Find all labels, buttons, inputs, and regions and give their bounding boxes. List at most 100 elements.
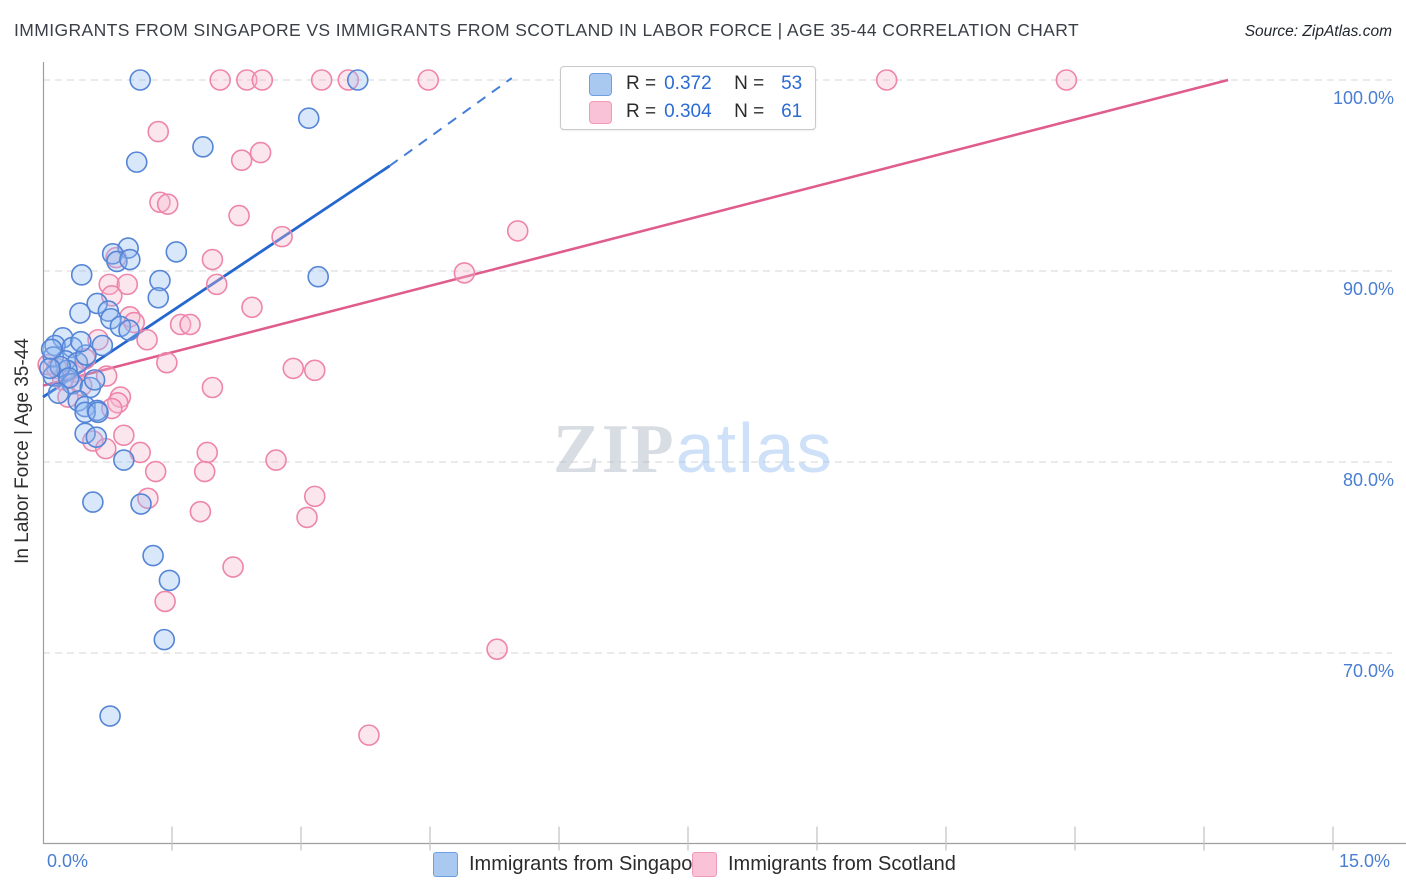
scatter-point-singapore [58, 367, 80, 389]
scatter-point-scotland [265, 449, 287, 471]
scatter-point-singapore [147, 286, 170, 309]
scatter-point-scotland [875, 69, 898, 91]
n-value: 53 [781, 73, 803, 94]
scatter-point-scotland [358, 724, 380, 746]
singapore-trend-line-extension [388, 77, 513, 167]
r-value: 0.372 [664, 73, 712, 94]
scatter-point-scotland [271, 225, 293, 248]
scatter-point-scotland [296, 506, 318, 529]
scatter-point-singapore [70, 330, 92, 353]
scatter-point-singapore [99, 705, 121, 727]
legend-item-singapore: Immigrants from Singapore [433, 851, 710, 878]
n-value: 61 [781, 101, 803, 122]
scatter-point-scotland [136, 328, 158, 351]
scatter-point-scotland [193, 460, 216, 483]
scatter-point-singapore [125, 151, 148, 173]
scatter-point-scotland [95, 365, 118, 387]
r-value: 0.304 [664, 101, 712, 122]
scatter-point-scotland [310, 69, 333, 91]
scatter-point-singapore [192, 136, 214, 158]
scatter-point-scotland [154, 590, 176, 613]
scotland-swatch-icon [589, 100, 612, 124]
singapore-swatch-icon [589, 72, 612, 96]
scatter-point-singapore [75, 344, 97, 366]
scotland-trend-line [42, 78, 1229, 387]
scatter-point-scotland [241, 296, 263, 319]
scatter-point-singapore [142, 544, 164, 567]
scatter-point-scotland [205, 273, 228, 296]
scatter-point-scotland [251, 69, 274, 91]
scatter-point-scotland [201, 376, 224, 399]
scatter-point-singapore [67, 390, 90, 412]
scatter-point-scotland [228, 204, 250, 227]
scatter-point-scotland [417, 69, 440, 91]
scatter-point-scotland [189, 500, 212, 523]
scatter-point-scotland [82, 430, 104, 452]
scatter-point-scotland [147, 120, 170, 143]
r-label: R = [626, 73, 657, 94]
scatter-point-scotland [116, 273, 139, 296]
scatter-point-singapore [82, 491, 104, 513]
scatter-point-scotland [1055, 69, 1078, 91]
y-axis-title: In Labor Force | Age 35-44 [12, 338, 33, 564]
scatter-point-singapore [346, 69, 369, 91]
scatter-point-singapore [153, 628, 176, 651]
scatter-point-singapore [39, 357, 61, 380]
singapore-trend-line [42, 164, 391, 399]
legend-row-singapore: R = 0.372 N = 53 [589, 72, 815, 96]
scatter-point-singapore [70, 264, 93, 286]
scatter-point-singapore [118, 319, 140, 342]
scatter-point-singapore [113, 449, 135, 471]
legend-item-scotland: Immigrants from Scotland [692, 851, 956, 878]
scatter-point-scotland [230, 149, 253, 172]
y-axis-tick-label: 70.0% [1342, 661, 1394, 681]
scatter-point-scotland [137, 487, 159, 510]
scatter-point-singapore [158, 569, 181, 592]
singapore-legend-label: Immigrants from Singapore [469, 853, 711, 875]
scatter-point-scotland [222, 556, 244, 578]
scatter-point-scotland [303, 485, 326, 508]
y-axis-tick-label: 80.0% [1342, 470, 1394, 490]
scatter-point-scotland [282, 357, 305, 380]
scotland-legend-label: Immigrants from Scotland [728, 853, 956, 875]
scatter-point-scotland [303, 359, 326, 382]
scatter-point-scotland [156, 193, 179, 215]
scatter-point-singapore [130, 493, 152, 515]
scatter-point-singapore [74, 395, 96, 418]
x-axis-min-label: 0.0% [47, 851, 89, 871]
scatter-point-singapore [91, 334, 114, 357]
scatter-point-singapore [129, 69, 151, 91]
scatter-point-scotland [453, 262, 476, 284]
source-label: Source: ZipAtlas.com [1244, 23, 1392, 40]
scatter-point-singapore [165, 241, 188, 263]
scotland-legend-swatch-icon [692, 852, 717, 877]
scatter-point-scotland [249, 141, 272, 164]
n-label: N = [734, 73, 765, 94]
scatter-point-scotland [486, 638, 508, 660]
singapore-legend-swatch-icon [433, 852, 458, 877]
scatter-point-scotland [144, 460, 167, 483]
legend-row-scotland: R = 0.304 N = 61 [589, 100, 815, 124]
scatter-point-scotland [201, 248, 224, 271]
scatter-point-scotland [236, 69, 258, 91]
scatter-point-scotland [196, 441, 219, 464]
y-axis-tick-label: 100.0% [1332, 88, 1394, 108]
scatter-point-singapore [297, 107, 320, 129]
scatter-point-singapore [119, 248, 141, 271]
r-label: R = [626, 101, 657, 122]
page-title: IMMIGRANTS FROM SINGAPORE VS IMMIGRANTS … [14, 20, 1080, 40]
scatter-point-singapore [47, 382, 70, 405]
scatter-point-singapore [83, 369, 106, 391]
x-axis-max-label: 15.0% [1338, 851, 1390, 871]
correlation-legend-box: R = 0.372 N = 53 R = 0.304 N = 61 [560, 66, 816, 130]
scatter-point-scotland [506, 220, 529, 242]
scatter-point-singapore [69, 302, 91, 324]
scatter-point-scotland [209, 69, 231, 91]
scatter-point-singapore [85, 426, 108, 448]
n-label: N = [734, 101, 765, 122]
scatter-point-scotland [156, 351, 178, 374]
scatter-point-scotland [149, 191, 171, 214]
scatter-point-singapore [87, 401, 109, 424]
